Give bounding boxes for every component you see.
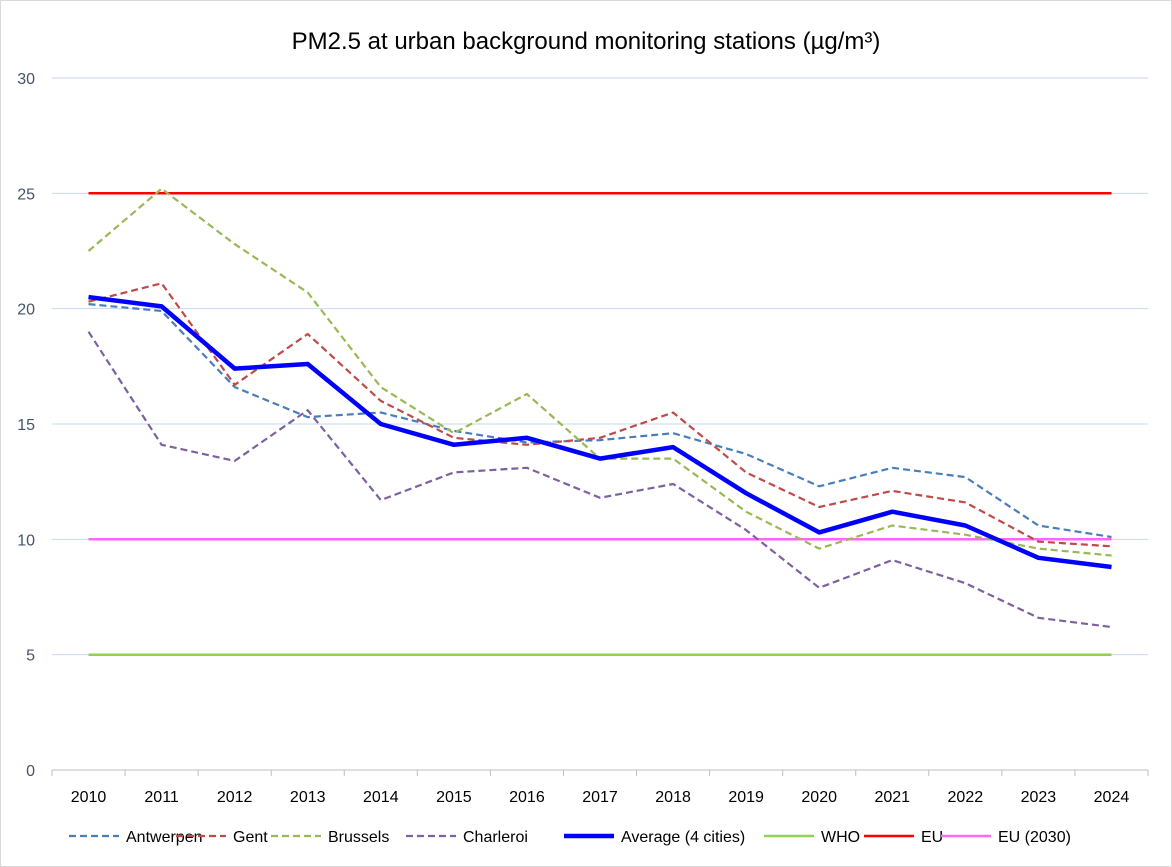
- x-tick-label: 2020: [801, 789, 837, 806]
- legend-item: Antwerpen: [69, 829, 203, 846]
- x-tick-label: 2024: [1094, 789, 1130, 806]
- y-tick-label: 5: [26, 648, 35, 665]
- legend-item: Charleroi: [406, 829, 528, 846]
- x-tick-label: 2011: [144, 789, 179, 806]
- series-line-charleroi: [87, 331, 1112, 629]
- x-tick-label: 2022: [948, 789, 984, 806]
- x-tick-label: 2015: [436, 789, 472, 806]
- x-tick-label: 2021: [874, 789, 910, 806]
- x-tick-label: 2012: [217, 789, 253, 806]
- legend-label: Average (4 cities): [621, 829, 745, 846]
- y-tick-label: 30: [17, 71, 35, 88]
- y-tick-label: 20: [17, 302, 35, 319]
- series-line-antwerpen: [88, 303, 1112, 539]
- chart-title: PM2.5 at urban background monitoring sta…: [292, 28, 881, 55]
- legend-item: Gent: [176, 829, 268, 846]
- legend-label: Brussels: [328, 829, 389, 846]
- legend-item: Average (4 cities): [564, 829, 745, 846]
- x-tick-label: 2019: [728, 789, 764, 806]
- legend-label: EU (2030): [998, 829, 1071, 846]
- legend-item: EU: [864, 829, 943, 846]
- y-tick-label: 25: [17, 186, 35, 203]
- legend-label: WHO: [821, 829, 860, 846]
- x-tick-label: 2016: [509, 789, 545, 806]
- legend-label: Gent: [233, 829, 268, 846]
- legend-item: EU (2030): [941, 829, 1071, 846]
- x-tick-label: 2018: [655, 789, 691, 806]
- y-tick-label: 10: [17, 532, 35, 549]
- legend-label: Antwerpen: [126, 829, 203, 846]
- y-tick-label: 15: [17, 417, 35, 434]
- x-tick-label: 2010: [71, 789, 107, 806]
- x-tick-label: 2023: [1021, 789, 1057, 806]
- legend-item: WHO: [764, 829, 860, 846]
- legend-label: EU: [921, 829, 943, 846]
- x-tick-label: 2014: [363, 789, 399, 806]
- x-tick-label: 2017: [582, 789, 618, 806]
- series-line-brussels: [87, 187, 1112, 557]
- x-tick-label: 2013: [290, 789, 326, 806]
- legend-item: Brussels: [271, 829, 389, 846]
- y-tick-label: 0: [26, 763, 35, 780]
- series-line-average-4-cities: [88, 294, 1112, 570]
- legend-label: Charleroi: [463, 829, 528, 846]
- series-line-gent: [88, 282, 1112, 548]
